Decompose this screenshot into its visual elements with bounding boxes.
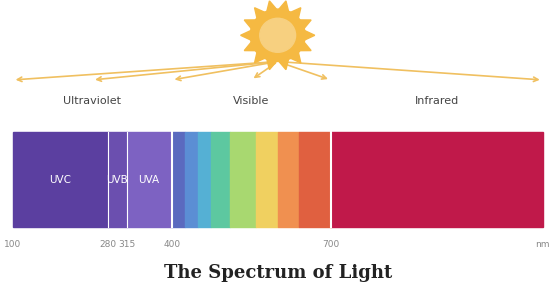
Polygon shape — [244, 41, 258, 51]
Bar — [13, 132, 108, 227]
Bar — [331, 132, 542, 227]
Text: 700: 700 — [322, 240, 339, 249]
Polygon shape — [255, 8, 266, 20]
Polygon shape — [298, 41, 311, 51]
Text: Ultraviolet: Ultraviolet — [63, 96, 121, 106]
Bar — [198, 132, 212, 227]
Polygon shape — [240, 30, 253, 41]
Text: UVC: UVC — [49, 175, 71, 185]
Polygon shape — [244, 20, 258, 30]
Bar — [299, 132, 331, 227]
Text: 280: 280 — [100, 240, 117, 249]
Polygon shape — [298, 20, 311, 30]
Text: nm: nm — [535, 240, 550, 249]
Text: UVA: UVA — [138, 175, 160, 185]
Polygon shape — [289, 8, 301, 20]
Polygon shape — [278, 58, 289, 70]
Polygon shape — [266, 1, 278, 13]
Text: Infrared: Infrared — [414, 96, 459, 106]
Polygon shape — [255, 51, 266, 63]
Polygon shape — [289, 51, 301, 63]
Text: UVB: UVB — [106, 175, 128, 185]
Ellipse shape — [250, 9, 305, 62]
Text: 400: 400 — [163, 240, 180, 249]
Text: Visible: Visible — [233, 96, 269, 106]
Bar — [172, 132, 185, 227]
Bar — [108, 132, 127, 227]
Text: 100: 100 — [4, 240, 22, 249]
Bar — [278, 132, 299, 227]
Bar — [127, 132, 172, 227]
Polygon shape — [278, 1, 289, 13]
Bar — [185, 132, 198, 227]
Polygon shape — [266, 58, 278, 70]
Bar — [230, 132, 257, 227]
Text: 315: 315 — [118, 240, 135, 249]
Polygon shape — [303, 30, 315, 41]
Bar — [257, 132, 278, 227]
Text: The Spectrum of Light: The Spectrum of Light — [163, 264, 392, 282]
Bar — [212, 132, 230, 227]
Ellipse shape — [260, 18, 296, 52]
